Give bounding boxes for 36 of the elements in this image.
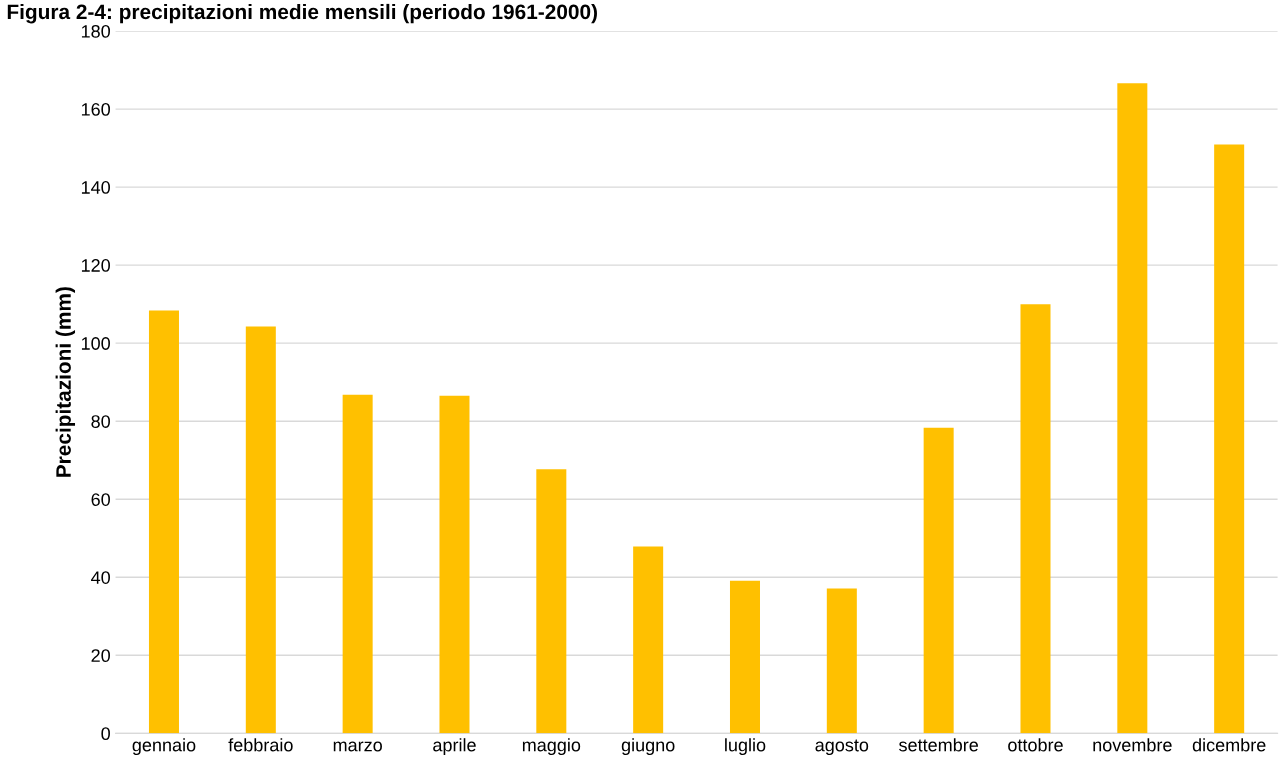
bar — [633, 546, 664, 734]
bar — [1117, 83, 1148, 734]
bar — [826, 588, 857, 734]
bar — [729, 580, 760, 734]
y-axis-title: Precipitazioni (mm) — [55, 287, 76, 477]
y-tick-label: 80 — [91, 415, 110, 428]
x-tick-label: ottobre — [1008, 738, 1063, 752]
y-tick-label: 120 — [81, 259, 110, 272]
y-tick-label: 140 — [81, 181, 110, 194]
chart-title: Figura 2-4: precipitazioni medie mensili (periodo 1961-2000) — [7, 3, 597, 24]
y-tick-label: 160 — [81, 103, 110, 116]
y-tick-label: 100 — [81, 337, 110, 350]
y-tick-label: 180 — [81, 24, 110, 38]
x-tick-label: novembre — [1093, 738, 1172, 752]
bar — [1214, 144, 1245, 734]
x-tick-label: aprile — [433, 738, 476, 756]
y-tick-label: 60 — [91, 493, 110, 506]
x-tick-label: gennaio — [132, 738, 196, 756]
x-tick-label: agosto — [815, 739, 869, 756]
x-tick-label: luglio — [725, 738, 766, 756]
bar — [1020, 304, 1051, 734]
x-tick-label: dicembre — [1192, 738, 1266, 752]
x-tick-label: giugno — [621, 738, 675, 756]
bar — [923, 427, 954, 734]
bar — [148, 310, 179, 734]
bar — [439, 395, 470, 734]
x-tick-label: maggio — [522, 738, 581, 756]
bar — [342, 394, 373, 734]
y-tick-label: 0 — [101, 727, 110, 741]
x-tick-label: settembre — [899, 738, 978, 752]
bar — [245, 326, 276, 734]
y-tick-label: 40 — [91, 571, 110, 584]
x-tick-label: febbraio — [228, 738, 293, 752]
bar — [536, 469, 567, 734]
y-tick-label: 20 — [91, 649, 110, 663]
x-tick-label: marzo — [333, 741, 382, 752]
